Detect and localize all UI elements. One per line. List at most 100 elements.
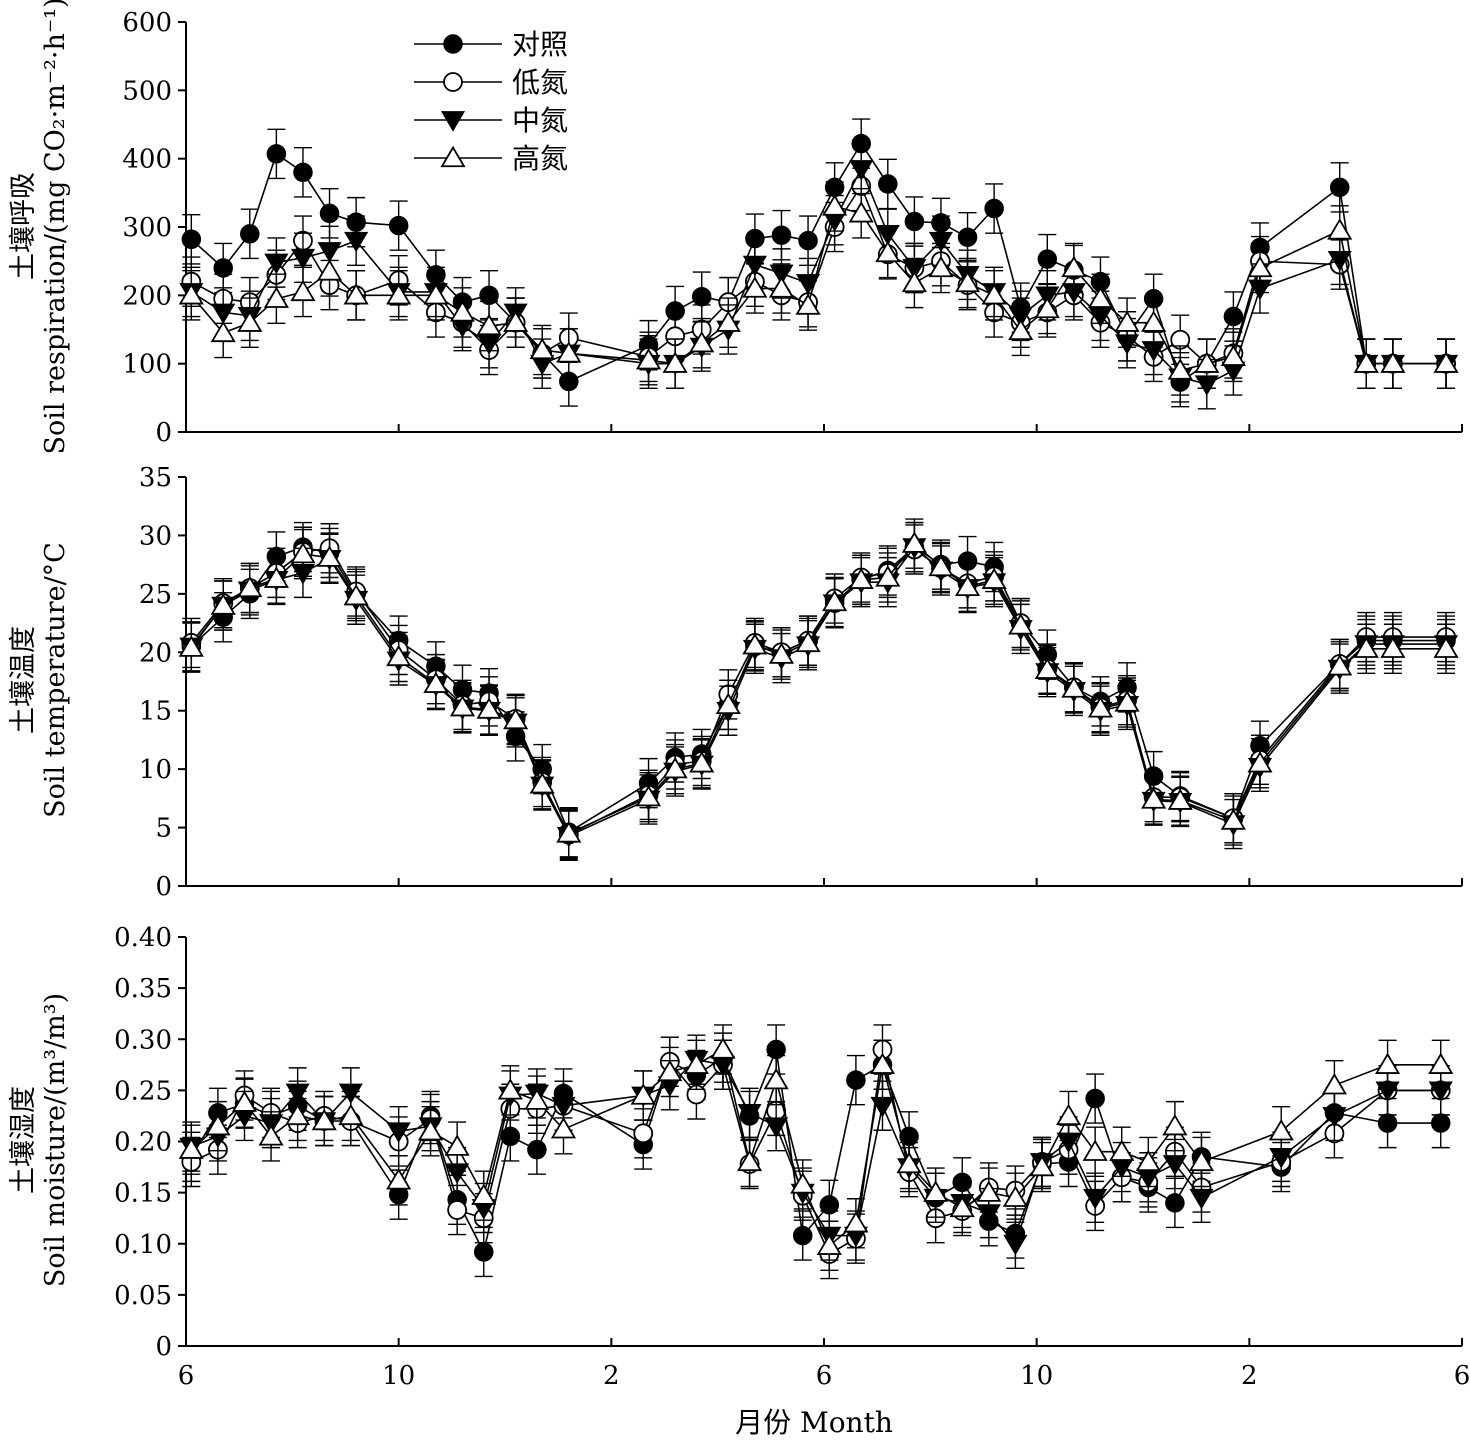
point-high-n-respiration: [556, 341, 582, 363]
point-high-n-respiration: [901, 270, 927, 293]
point-high-n-respiration: [1327, 218, 1353, 240]
point-control-moisture: [792, 1225, 813, 1246]
point-high-n-temperature: [901, 531, 927, 553]
point-control-respiration: [691, 286, 712, 307]
series-control-temperature: [181, 521, 1456, 858]
point-high-n-temperature: [715, 692, 741, 715]
point-high-n-temperature: [423, 671, 449, 693]
point-high-n-moisture: [949, 1195, 975, 1218]
point-high-n-moisture: [630, 1083, 656, 1105]
point-high-n-moisture: [524, 1088, 550, 1110]
point-mid-n-moisture: [386, 1122, 411, 1143]
point-high-n-moisture: [657, 1059, 683, 1082]
point-high-n-respiration: [662, 351, 688, 373]
point-high-n-moisture: [285, 1103, 311, 1126]
point-high-n-temperature: [556, 821, 582, 843]
panel-moisture: 土壤湿度 Soil moisture/(m³/m³) 0 0.05 0.10 0.15…: [8, 923, 1470, 1391]
x-axis-label: 月份 Month: [735, 1406, 893, 1439]
point-high-n-moisture: [178, 1137, 204, 1159]
point-high-n-temperature: [290, 541, 316, 564]
point-high-n-respiration: [1167, 358, 1193, 380]
x-tick-label: 6: [178, 1361, 195, 1391]
ylabel-respiration-en: Soil respiration/(mg CO₂·m⁻²·h⁻¹): [40, 0, 71, 454]
point-high-n-temperature: [503, 707, 529, 730]
point-high-n-moisture: [444, 1134, 470, 1156]
point-high-n-respiration: [1034, 296, 1060, 319]
y-tick-label-moisture: 0.15: [114, 1179, 172, 1209]
point-high-n-temperature: [689, 751, 715, 773]
point-high-n-respiration: [1194, 351, 1220, 373]
point-high-n-moisture: [258, 1124, 284, 1146]
y-tick-label-moisture: 0.40: [114, 923, 172, 953]
point-high-n-temperature: [1327, 654, 1353, 676]
y-tick-label-moisture: 0.25: [114, 1076, 172, 1106]
point-high-n-respiration: [1353, 351, 1379, 373]
point-high-n-moisture: [471, 1183, 497, 1205]
point-high-n-respiration: [742, 276, 768, 298]
point-high-n-moisture: [1321, 1073, 1347, 1095]
x-tick-label: 10: [1020, 1361, 1053, 1391]
point-control-respiration: [1223, 306, 1244, 327]
point-high-n-moisture: [1268, 1119, 1294, 1141]
point-high-n-temperature: [316, 545, 343, 567]
point-high-n-moisture: [1002, 1185, 1028, 1207]
x-tick-label: 6: [1454, 1361, 1470, 1391]
point-mid-n-respiration: [344, 231, 369, 253]
series-line-control-temperature: [190, 546, 1446, 834]
point-high-n-respiration: [689, 330, 715, 353]
y-tick-label-respiration: 400: [122, 145, 172, 175]
series-line-mid-n-temperature: [190, 545, 1446, 837]
point-high-n-moisture: [386, 1168, 412, 1190]
point-high-n-temperature: [237, 575, 263, 598]
y-tick-label-respiration: 600: [122, 8, 172, 38]
point-control-respiration: [957, 227, 978, 247]
point-high-n-respiration: [503, 310, 529, 332]
point-control-moisture: [1085, 1088, 1105, 1109]
point-high-n-respiration: [1008, 318, 1034, 341]
point-high-n-respiration: [1247, 255, 1273, 278]
point-low-n-moisture: [447, 1200, 468, 1220]
point-high-n-moisture: [763, 1067, 789, 1090]
y-tick-label-temperature: 25: [139, 580, 172, 610]
point-high-n-respiration: [1220, 344, 1246, 366]
series-high-n-temperature: [178, 518, 1459, 859]
point-high-n-temperature: [795, 630, 821, 653]
point-control-moisture: [1430, 1113, 1451, 1133]
point-control-respiration: [1329, 177, 1350, 198]
y-tick-label-temperature: 20: [139, 638, 172, 668]
legend-label-control: 对照: [512, 28, 568, 61]
point-high-n-respiration: [715, 310, 741, 332]
series-low-n-moisture: [181, 1024, 1451, 1280]
ylabel-moisture-en: Soil moisture/(m³/m³): [40, 993, 71, 1287]
y-tick-label-moisture: 0.05: [114, 1281, 172, 1311]
point-high-n-moisture: [1029, 1154, 1055, 1177]
point-high-n-moisture: [497, 1078, 523, 1100]
point-high-n-respiration: [928, 255, 954, 278]
point-high-n-moisture: [843, 1211, 869, 1233]
series-line-mid-n-moisture: [191, 1058, 1441, 1246]
y-tick-label-temperature: 30: [139, 521, 172, 551]
ylabel-moisture-cn: 土壤湿度: [8, 1086, 39, 1194]
point-high-n-moisture: [1135, 1149, 1161, 1172]
point-control-moisture: [1377, 1113, 1398, 1133]
y-tick-label-moisture: 0: [155, 1332, 172, 1362]
y-tick-label-moisture: 0.30: [114, 1025, 172, 1055]
point-control-respiration: [319, 203, 340, 224]
series-line-control-moisture: [190, 1046, 1441, 1255]
point-high-n-moisture: [976, 1180, 1002, 1202]
series-low-n-temperature: [181, 523, 1456, 860]
panel-respiration: 土壤呼吸 Soil respiration/(mg CO₂·m⁻²·h⁻¹) 0…: [8, 0, 1463, 454]
point-high-n-respiration: [875, 240, 901, 263]
point-high-n-temperature: [529, 772, 555, 794]
point-high-n-moisture: [1162, 1113, 1188, 1136]
point-mid-n-respiration: [290, 248, 316, 270]
point-control-respiration: [1037, 249, 1058, 269]
point-control-respiration: [181, 229, 202, 250]
point-mid-n-respiration: [928, 231, 954, 253]
point-high-n-respiration: [1433, 351, 1459, 373]
point-control-moisture: [846, 1070, 866, 1090]
point-high-n-temperature: [981, 567, 1007, 589]
legend-label-mid-n: 中氮: [512, 104, 568, 137]
point-high-n-respiration: [954, 270, 981, 293]
